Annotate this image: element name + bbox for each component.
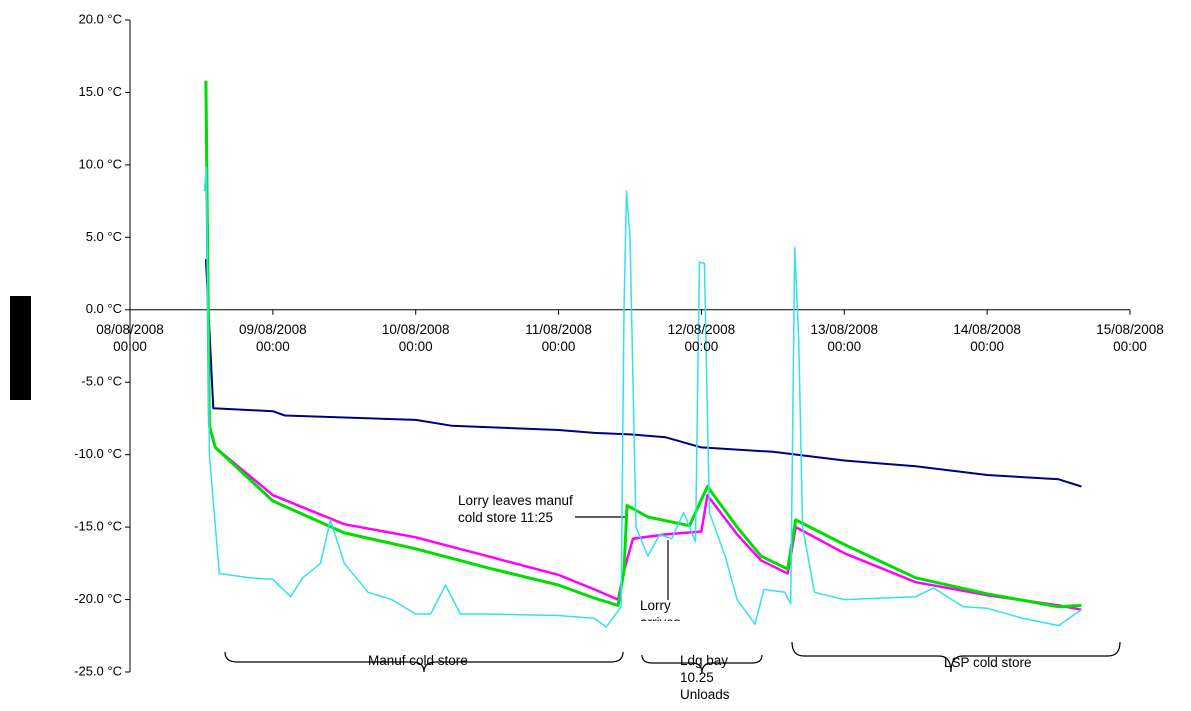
x-tick-label: 08/08/2008 00:00 — [96, 321, 164, 354]
y-tick-label: -20.0 °C — [74, 591, 122, 606]
y-tick-label: 15.0 °C — [78, 84, 122, 99]
x-tick-label: 13/08/2008 00:00 — [810, 321, 879, 354]
series-line — [204, 80, 1082, 611]
braces — [224, 641, 1121, 674]
y-axis-title-block — [10, 296, 31, 400]
brace — [641, 654, 763, 674]
annotation: LSP cold store — [944, 655, 1032, 670]
series-line — [204, 259, 1082, 488]
annotation: Lorry leaves manuf cold store 11:25 — [458, 493, 573, 525]
y-tick-label: 20.0 °C — [78, 11, 122, 26]
y-tick-label: -5.0 °C — [81, 374, 122, 389]
x-tick-label: 10/08/2008 00:00 — [381, 321, 450, 354]
series-line — [203, 167, 1082, 628]
y-tick-label: -10.0 °C — [74, 446, 122, 461]
annotation: Ldg bay 10.25 Unloads — [680, 653, 730, 702]
x-tick-label: 15/08/2008 00:00 — [1096, 321, 1164, 354]
x-tick-label: 09/08/2008 00:00 — [239, 321, 307, 354]
brace — [791, 641, 1121, 673]
y-tick-label: -15.0 °C — [74, 519, 122, 534]
y-tick-label: 0.0 °C — [86, 301, 122, 316]
annotation: Manuf cold store — [368, 653, 468, 668]
brace — [224, 651, 624, 673]
annotation: Lorry arrives — [640, 598, 681, 621]
y-tick-label: 10.0 °C — [78, 156, 122, 171]
x-tick-label: 12/08/2008 00:00 — [667, 321, 736, 354]
x-tick-label: 14/08/2008 00:00 — [953, 321, 1021, 354]
x-tick-label: 11/08/2008 00:00 — [525, 321, 592, 354]
y-tick-label: -25.0 °C — [74, 663, 122, 678]
y-tick-label: 5.0 °C — [86, 229, 122, 244]
